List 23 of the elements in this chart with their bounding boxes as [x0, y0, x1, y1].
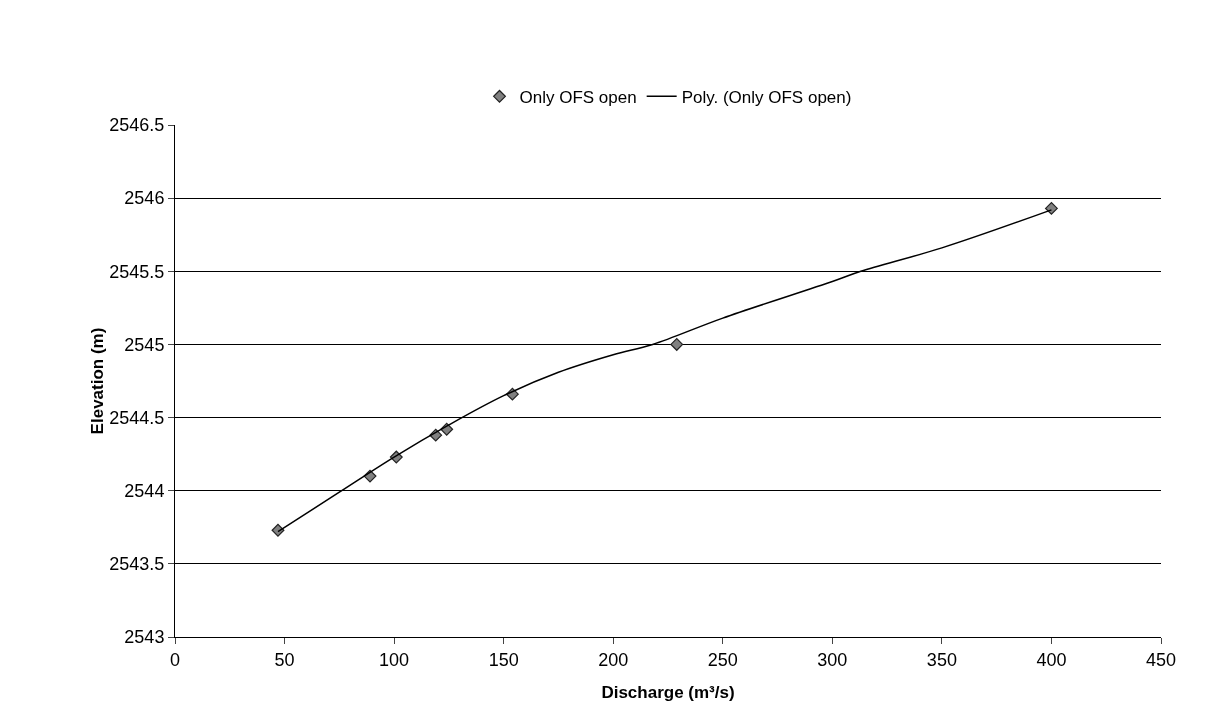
x-tick-label: 450 [1145, 649, 1177, 670]
y-tick-label: 2544 [124, 481, 165, 502]
x-tick-label: 400 [1036, 649, 1067, 670]
x-tick-label: 150 [488, 649, 519, 670]
x-tick-label: 300 [817, 649, 848, 670]
y-tick-label: 2543 [124, 627, 165, 648]
y-tick-label: 2544.5 [109, 407, 165, 428]
y-tick-label: 2546 [124, 188, 165, 209]
y-tick-label: 2543.5 [109, 554, 165, 575]
y-tick-label: 2546.5 [109, 115, 165, 136]
x-tick-label: 250 [707, 649, 738, 670]
x-tick-label: 350 [926, 649, 957, 670]
legend-label: Only OFS open [519, 87, 637, 107]
x-tick-label: 200 [598, 649, 629, 670]
x-tick-label: 50 [274, 649, 295, 670]
y-axis-title: Elevation (m) [88, 327, 108, 435]
point [670, 337, 684, 351]
x-axis-title: Discharge (m³/s) [601, 683, 735, 702]
y-tick-label: 2545.5 [109, 261, 165, 282]
legend-label: Poly. (Only OFS open) [681, 87, 852, 107]
x-tick-label: 0 [169, 649, 181, 670]
x-tick-label: 100 [379, 649, 410, 670]
y-tick-label: 2545 [124, 334, 165, 355]
